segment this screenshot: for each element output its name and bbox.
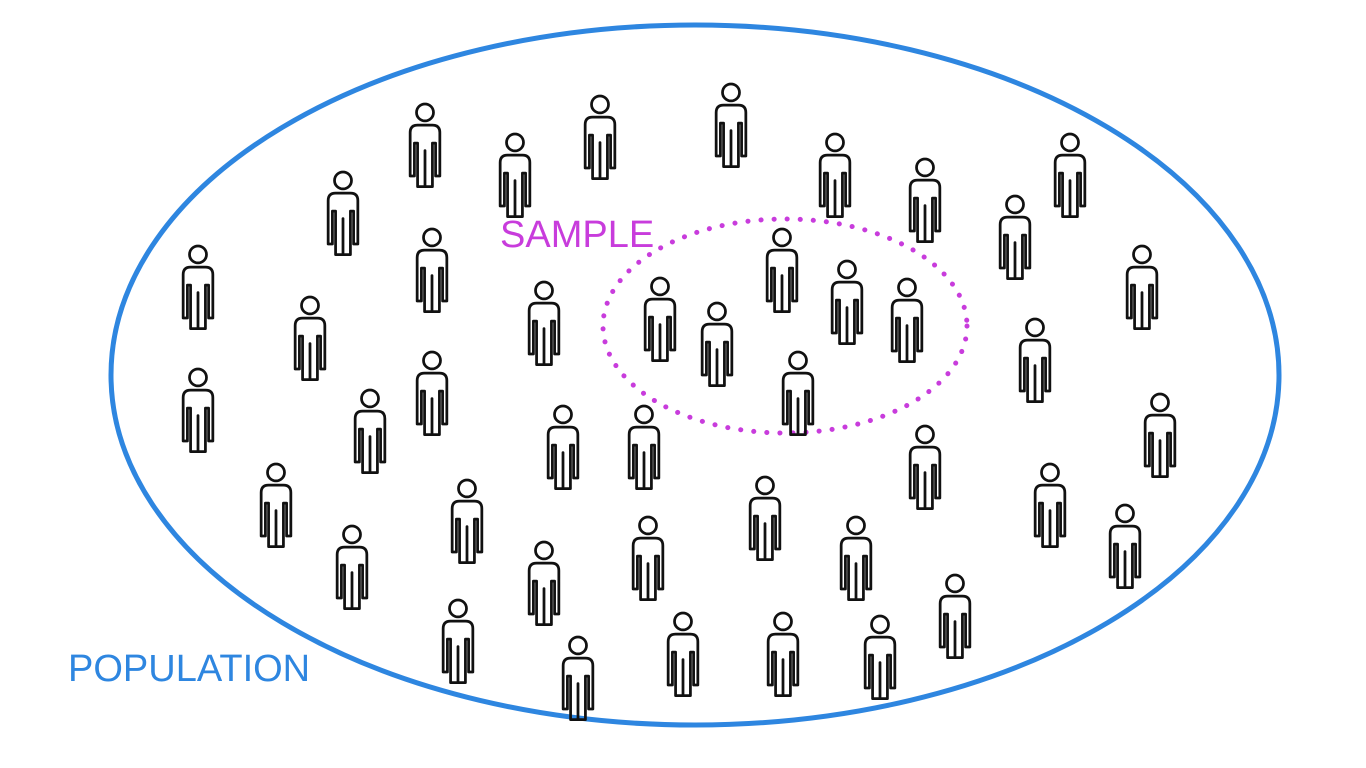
sample-person-icon xyxy=(890,277,924,364)
person-icon xyxy=(415,350,449,437)
person-icon xyxy=(627,404,661,491)
sample-person-icon xyxy=(830,259,864,346)
person-icon xyxy=(1143,392,1177,479)
person-icon xyxy=(908,424,942,511)
person-icon xyxy=(408,102,442,189)
person-icon xyxy=(998,194,1032,281)
person-icon xyxy=(259,462,293,549)
person-icon xyxy=(561,635,595,722)
population-ellipse xyxy=(108,22,1282,728)
person-icon xyxy=(666,611,700,698)
person-icon xyxy=(326,170,360,257)
person-icon xyxy=(714,82,748,169)
person-icon xyxy=(1033,462,1067,549)
sample-ellipse xyxy=(600,216,970,436)
person-icon xyxy=(450,478,484,565)
person-icon xyxy=(527,280,561,367)
person-icon xyxy=(908,157,942,244)
person-icon xyxy=(818,132,852,219)
person-icon xyxy=(766,611,800,698)
person-icon xyxy=(546,404,580,491)
population-label: POPULATION xyxy=(68,648,311,690)
person-icon xyxy=(498,132,532,219)
person-icon xyxy=(353,388,387,475)
person-icon xyxy=(415,227,449,314)
person-icon xyxy=(1018,317,1052,404)
person-icon xyxy=(748,475,782,562)
person-icon xyxy=(631,515,665,602)
person-icon xyxy=(863,614,897,701)
person-icon xyxy=(1108,503,1142,590)
person-icon xyxy=(441,598,475,685)
person-icon xyxy=(839,515,873,602)
person-icon xyxy=(181,367,215,454)
sample-label: SAMPLE xyxy=(500,214,655,256)
sample-person-icon xyxy=(643,276,677,363)
sample-person-icon xyxy=(700,301,734,388)
sample-person-icon xyxy=(781,350,815,437)
person-icon xyxy=(293,295,327,382)
person-icon xyxy=(335,524,369,611)
person-icon xyxy=(181,244,215,331)
sample-person-icon xyxy=(765,227,799,314)
person-icon xyxy=(527,540,561,627)
person-icon xyxy=(1053,132,1087,219)
person-icon xyxy=(1125,244,1159,331)
person-icon xyxy=(583,94,617,181)
people-group xyxy=(181,82,1177,722)
person-icon xyxy=(938,573,972,660)
